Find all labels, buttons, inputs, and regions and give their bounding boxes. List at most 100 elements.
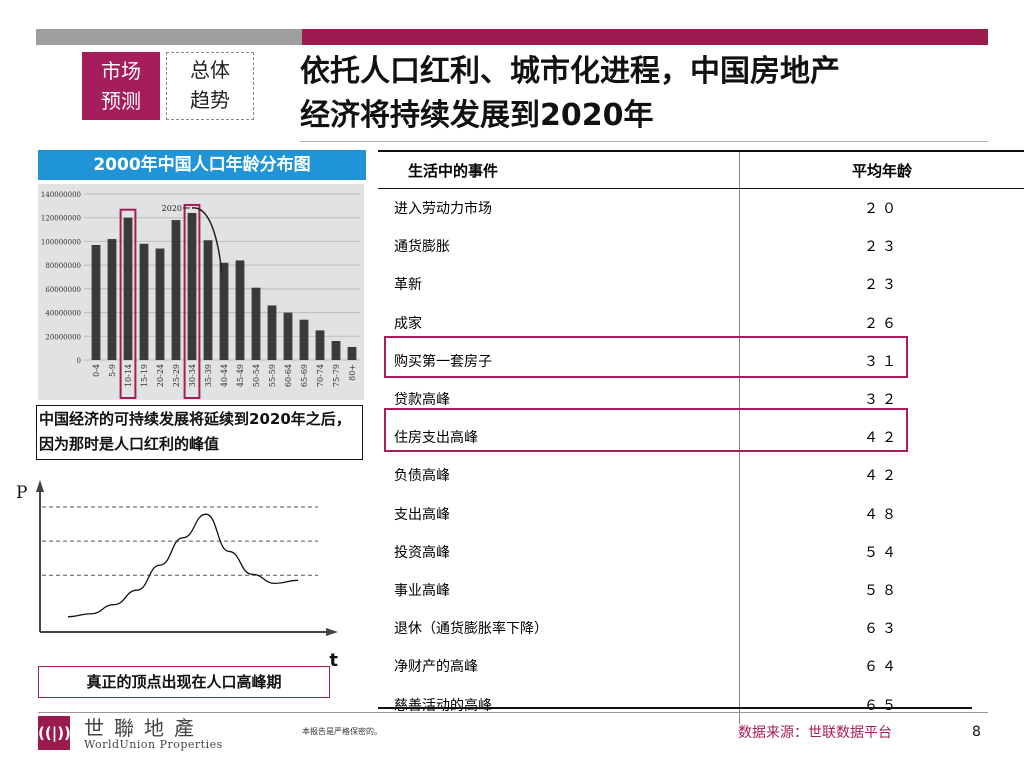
- table-row: 通货膨胀 ２３: [378, 227, 1024, 266]
- bar: [283, 312, 293, 360]
- age-cell: ３２: [864, 392, 900, 409]
- y-tick-label: 0: [77, 357, 81, 365]
- table-row: 进入劳动力市场 ２０: [378, 188, 1024, 228]
- chart-title: 2000年中国人口年龄分布图: [38, 150, 366, 180]
- tag-market-line1: 市场: [101, 59, 141, 83]
- header-bar-grey: [36, 29, 302, 45]
- trend-arc: [191, 207, 223, 274]
- age-cell: ２３: [864, 277, 900, 294]
- bar: [123, 217, 133, 360]
- tag-market-forecast[interactable]: 市场 预测: [82, 52, 160, 120]
- table-header-row: 生活中的事件 平均年龄: [378, 150, 1024, 189]
- x-tick-label: 5-9: [108, 364, 117, 377]
- bar: [187, 212, 197, 360]
- x-tick-label: 25-29: [172, 364, 181, 387]
- y-tick-label: 120000000: [41, 215, 81, 223]
- x-tick-label: 10-14: [124, 364, 133, 387]
- y-tick-label: 40000000: [45, 310, 81, 318]
- age-cell: ６５: [864, 697, 900, 714]
- annotation-2020: 2020: [162, 204, 182, 213]
- x-tick-label: 65-69: [300, 364, 309, 387]
- highlight-first-home: [384, 336, 908, 378]
- company-name-en: WorldUnion Properties: [84, 738, 223, 751]
- x-tick-label: 20-24: [156, 364, 165, 387]
- event-cell: 退休（通货膨胀率下降）: [378, 609, 740, 648]
- table-row: 支出高峰 ４８: [378, 494, 1024, 533]
- event-cell: 通货膨胀: [378, 227, 740, 266]
- tag-overall-trend[interactable]: 总体 趋势: [166, 52, 254, 120]
- event-cell: 住房支出高峰: [378, 418, 740, 457]
- x-tick-label: 60-64: [284, 364, 293, 387]
- tag-market-line2: 预测: [101, 89, 141, 113]
- event-cell: 事业高峰: [378, 570, 740, 610]
- x-tick-label: 35-39: [204, 364, 213, 387]
- bar: [155, 248, 165, 360]
- event-cell: 成家: [378, 303, 740, 342]
- age-cell: ３１: [864, 353, 900, 370]
- header-bar-accent: [302, 29, 988, 45]
- x-tick-label: 70-74: [316, 364, 325, 387]
- x-tick-label: 80+: [348, 364, 357, 381]
- tag-overall-line1: 总体: [190, 58, 230, 82]
- caption-peak: 真正的顶点出现在人口高峰期: [38, 666, 330, 698]
- table-row: 革新 ２３: [378, 265, 1024, 304]
- bar: [299, 319, 309, 360]
- title-divider: [300, 141, 988, 142]
- table-bottom-rule: [378, 707, 972, 709]
- highlight-box: [183, 203, 201, 399]
- y-tick-label: 140000000: [41, 191, 81, 199]
- y-tick-label: 20000000: [45, 333, 81, 341]
- bar: [219, 262, 229, 360]
- age-cell: ２６: [864, 315, 900, 332]
- x-tick-label: 40-44: [220, 364, 229, 387]
- peak-curve-chart: Pt: [16, 480, 338, 671]
- tag-overall-line2: 趋势: [190, 88, 230, 112]
- highlight-housing-peak: [384, 408, 908, 452]
- age-cell: ６４: [864, 659, 900, 676]
- company-name-cn: 世聯地產: [84, 716, 204, 740]
- event-cell: 购买第一套房子: [378, 341, 740, 380]
- bar: [91, 244, 101, 360]
- y-tick-label: 100000000: [41, 238, 81, 246]
- y-tick-label: 60000000: [45, 286, 81, 294]
- table-row: 事业高峰 ５８: [378, 570, 1024, 610]
- age-cell: ４２: [864, 430, 900, 447]
- company-logo-icon: ((|)): [38, 716, 71, 750]
- age-cell: ４８: [864, 506, 900, 523]
- page-title: 依托人口红利、城市化进程，中国房地产 经济将持续发展到2020年: [300, 50, 980, 138]
- life-events-table: 生活中的事件 平均年龄 进入劳动力市场 ２０ 通货膨胀 ２３ 革新 ２３ 成家 ２６ 购…: [378, 150, 1024, 724]
- y-tick-label: 80000000: [45, 262, 81, 270]
- table-row: 贷款高峰 ３２: [378, 379, 1024, 419]
- page-title-line1: 依托人口红利、城市化进程，中国房地产: [300, 54, 840, 89]
- event-cell: 投资高峰: [378, 532, 740, 571]
- highlight-box: [119, 208, 137, 400]
- table-row: 购买第一套房子 ３１: [378, 341, 1024, 380]
- age-cell: ２３: [864, 239, 900, 256]
- y-axis-label: P: [16, 483, 27, 503]
- event-cell: 负债高峰: [378, 456, 740, 495]
- page-title-line2: 经济将持续发展到2020年: [300, 98, 654, 133]
- table-row: 负债高峰 ４２: [378, 456, 1024, 495]
- confidential-note: 本报告是严格保密的。: [302, 727, 382, 736]
- table-row: 投资高峰 ５４: [378, 532, 1024, 571]
- table-row: 净财产的高峰 ６４: [378, 647, 1024, 686]
- table-row: 住房支出高峰 ４２: [378, 418, 1024, 457]
- population-bar-chart: 140000000 120000000 100000000 80000000 60000…: [41, 191, 360, 400]
- age-cell: ２０: [864, 201, 900, 218]
- bar: [267, 305, 277, 360]
- life-events-table-wrap: 生活中的事件 平均年龄 进入劳动力市场 ２０ 通货膨胀 ２３ 革新 ２３ 成家 ２６ 购…: [378, 150, 1024, 724]
- x-axis-arrow: [326, 628, 338, 636]
- bar: [251, 287, 261, 360]
- event-cell: 进入劳动力市场: [378, 188, 740, 228]
- caption-sustainability: 中国经济的可持续发展将延续到2020年之后，因为那时是人口红利的峰值: [36, 405, 363, 460]
- header-event: 生活中的事件: [378, 150, 740, 189]
- x-tick-label: 55-59: [268, 364, 277, 387]
- bar: [139, 243, 149, 360]
- event-cell: 慈善活动的高峰: [378, 685, 740, 724]
- x-tick-label: 45-49: [236, 364, 245, 387]
- bar: [315, 330, 325, 360]
- age-cell: ６３: [864, 621, 900, 638]
- bar: [347, 346, 357, 360]
- event-cell: 贷款高峰: [378, 379, 740, 419]
